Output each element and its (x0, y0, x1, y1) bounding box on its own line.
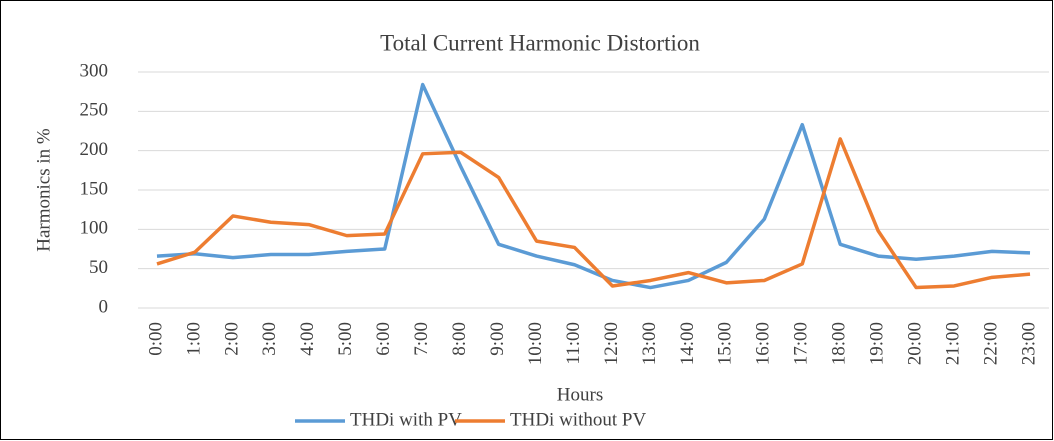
y-tick-label: 250 (80, 100, 109, 121)
x-tick-label: 5:00 (335, 322, 356, 356)
x-tick-label: 16:00 (753, 322, 774, 365)
y-tick-label: 200 (80, 139, 109, 160)
x-tick-label: 3:00 (259, 322, 280, 356)
x-tick-label: 18:00 (829, 322, 850, 365)
y-tick-label: 150 (80, 178, 109, 199)
legend-label: THDi with PV (350, 409, 462, 430)
chart-title: Total Current Harmonic Distortion (380, 30, 700, 55)
x-tick-label: 15:00 (715, 322, 736, 365)
y-tick-label: 100 (80, 218, 109, 239)
y-tick-label: 300 (80, 60, 109, 81)
x-tick-label: 13:00 (639, 322, 660, 365)
x-tick-label: 20:00 (905, 322, 926, 365)
x-tick-label: 21:00 (942, 322, 963, 365)
x-tick-label: 14:00 (677, 322, 698, 365)
x-tick-label: 0:00 (145, 322, 166, 356)
x-tick-label: 9:00 (487, 322, 508, 356)
x-tick-label: 23:00 (1018, 322, 1039, 365)
x-tick-label: 22:00 (980, 322, 1001, 365)
x-tick-label: 8:00 (449, 322, 470, 356)
x-tick-label: 2:00 (221, 322, 242, 356)
y-tick-label: 0 (99, 296, 109, 317)
x-axis-label: Hours (557, 384, 603, 405)
x-tick-label: 11:00 (563, 322, 584, 365)
legend-label: THDi without PV (510, 409, 646, 430)
x-tick-label: 19:00 (867, 322, 888, 365)
data-line (156, 82, 1031, 290)
x-tick-label: 6:00 (373, 322, 394, 356)
y-axis-label: Harmonics in % (33, 128, 54, 252)
data-line (156, 137, 1031, 290)
x-tick-label: 12:00 (601, 322, 622, 365)
y-tick-label: 50 (89, 257, 108, 278)
x-tick-label: 17:00 (791, 322, 812, 365)
x-tick-label: 1:00 (183, 322, 204, 356)
x-tick-label: 7:00 (411, 322, 432, 356)
x-tick-label: 10:00 (525, 322, 546, 365)
x-tick-label: 4:00 (297, 322, 318, 356)
